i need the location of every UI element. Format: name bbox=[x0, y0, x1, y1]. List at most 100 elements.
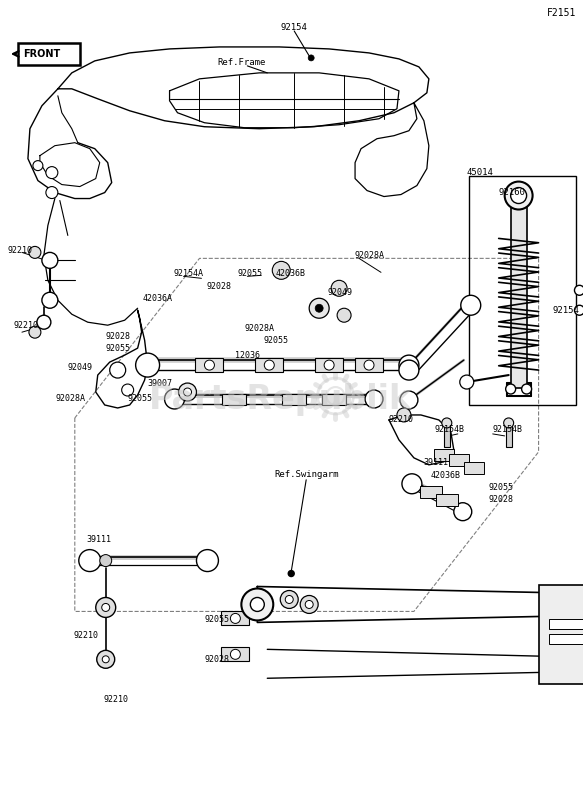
Bar bbox=[505, 423, 512, 447]
Circle shape bbox=[110, 362, 126, 378]
Text: 92028A: 92028A bbox=[56, 394, 86, 402]
Bar bbox=[511, 195, 526, 388]
Circle shape bbox=[272, 262, 290, 279]
Text: 92049: 92049 bbox=[68, 362, 93, 371]
Text: 92055: 92055 bbox=[205, 615, 229, 624]
Text: 92210: 92210 bbox=[74, 631, 99, 640]
Circle shape bbox=[230, 614, 240, 623]
Circle shape bbox=[205, 360, 215, 370]
Bar bbox=[282, 394, 306, 405]
Text: 92154: 92154 bbox=[281, 23, 308, 33]
Circle shape bbox=[308, 55, 314, 61]
Bar bbox=[255, 358, 283, 372]
Circle shape bbox=[46, 186, 58, 198]
Text: 92028: 92028 bbox=[106, 332, 130, 341]
Text: 39007: 39007 bbox=[147, 378, 173, 387]
Circle shape bbox=[364, 360, 374, 370]
Text: 92028A: 92028A bbox=[354, 251, 384, 260]
Bar bbox=[549, 619, 585, 630]
Circle shape bbox=[400, 391, 418, 409]
Circle shape bbox=[242, 589, 273, 621]
Bar bbox=[221, 611, 249, 626]
Circle shape bbox=[29, 326, 41, 338]
Text: Ref.Swingarm: Ref.Swingarm bbox=[274, 470, 339, 479]
Circle shape bbox=[504, 418, 514, 428]
Bar bbox=[464, 462, 484, 474]
Circle shape bbox=[522, 384, 532, 394]
Circle shape bbox=[309, 298, 329, 318]
Circle shape bbox=[285, 595, 293, 603]
Bar bbox=[221, 647, 249, 662]
Bar bbox=[355, 358, 383, 372]
Bar bbox=[315, 358, 343, 372]
Circle shape bbox=[511, 187, 526, 203]
Circle shape bbox=[399, 360, 419, 380]
Circle shape bbox=[46, 166, 58, 178]
Circle shape bbox=[250, 598, 264, 611]
Text: 92210: 92210 bbox=[14, 321, 39, 330]
Circle shape bbox=[42, 252, 58, 268]
Text: 92049: 92049 bbox=[327, 288, 352, 297]
Circle shape bbox=[42, 292, 58, 308]
Circle shape bbox=[264, 360, 274, 370]
Circle shape bbox=[331, 280, 347, 296]
Circle shape bbox=[337, 308, 351, 322]
Circle shape bbox=[442, 418, 452, 428]
Bar bbox=[434, 449, 454, 461]
Text: 92055: 92055 bbox=[128, 394, 153, 402]
Circle shape bbox=[460, 375, 474, 389]
Circle shape bbox=[461, 295, 481, 315]
Circle shape bbox=[102, 656, 109, 663]
Circle shape bbox=[102, 603, 110, 611]
Circle shape bbox=[300, 595, 318, 614]
Text: 92055: 92055 bbox=[106, 344, 130, 353]
Circle shape bbox=[505, 384, 515, 394]
Bar bbox=[549, 634, 585, 644]
Text: 92028: 92028 bbox=[205, 655, 229, 664]
Text: FRONT: FRONT bbox=[23, 49, 60, 59]
Text: F2151: F2151 bbox=[546, 8, 576, 18]
Circle shape bbox=[99, 554, 112, 566]
Circle shape bbox=[399, 355, 419, 375]
Circle shape bbox=[288, 570, 294, 577]
Bar bbox=[539, 585, 585, 684]
Text: Ref.Frame: Ref.Frame bbox=[218, 58, 266, 67]
Text: 42036B: 42036B bbox=[431, 471, 461, 480]
Circle shape bbox=[197, 550, 218, 571]
Circle shape bbox=[230, 650, 240, 659]
Text: 92210: 92210 bbox=[8, 246, 33, 255]
Text: 92028A: 92028A bbox=[245, 324, 274, 333]
Circle shape bbox=[184, 388, 191, 396]
Text: 12036: 12036 bbox=[235, 350, 260, 360]
Bar bbox=[420, 486, 442, 498]
Bar bbox=[449, 454, 469, 466]
Text: 92028: 92028 bbox=[207, 282, 232, 291]
Bar bbox=[444, 423, 450, 447]
Circle shape bbox=[365, 390, 383, 408]
Circle shape bbox=[454, 502, 472, 521]
Text: 92160: 92160 bbox=[498, 188, 525, 197]
Circle shape bbox=[164, 389, 184, 409]
Circle shape bbox=[97, 650, 115, 668]
Circle shape bbox=[397, 408, 411, 422]
Text: 92055: 92055 bbox=[238, 269, 262, 278]
Circle shape bbox=[574, 306, 584, 315]
Circle shape bbox=[29, 246, 41, 258]
Text: PartsRepublik: PartsRepublik bbox=[149, 383, 412, 417]
Text: 39111: 39111 bbox=[87, 535, 112, 544]
Bar bbox=[322, 394, 346, 405]
Circle shape bbox=[505, 182, 532, 210]
Text: 92028: 92028 bbox=[488, 495, 514, 504]
Text: 92210: 92210 bbox=[389, 415, 414, 425]
Text: 92154A: 92154A bbox=[174, 269, 204, 278]
Circle shape bbox=[37, 315, 51, 329]
Circle shape bbox=[33, 161, 43, 170]
Bar bbox=[18, 43, 80, 65]
Text: 92154B: 92154B bbox=[493, 426, 522, 434]
Bar bbox=[436, 494, 458, 506]
Circle shape bbox=[324, 360, 334, 370]
Text: 92055: 92055 bbox=[263, 336, 288, 345]
Text: 92055: 92055 bbox=[488, 483, 514, 492]
Circle shape bbox=[96, 598, 116, 618]
Circle shape bbox=[136, 353, 160, 377]
